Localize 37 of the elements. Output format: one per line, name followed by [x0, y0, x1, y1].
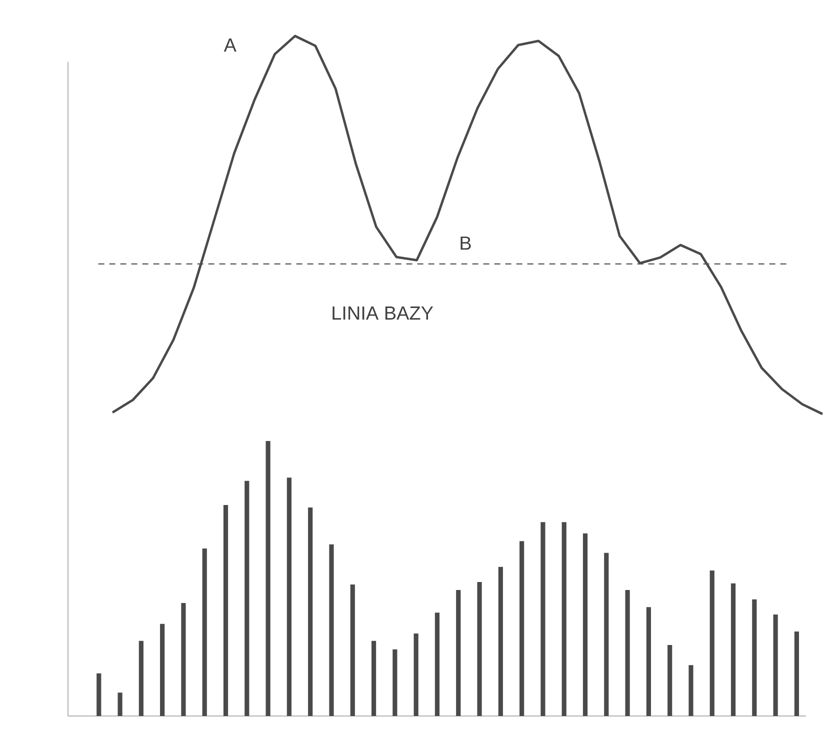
bar: [329, 544, 334, 716]
bar: [646, 607, 651, 716]
bar: [308, 508, 313, 716]
bar: [181, 602, 186, 716]
bar: [160, 624, 165, 716]
bar: [794, 632, 799, 716]
bar: [625, 590, 630, 716]
bar: [371, 640, 376, 716]
bar: [730, 583, 736, 716]
bar: [286, 478, 292, 716]
bar: [582, 533, 588, 716]
bar: [668, 645, 672, 716]
bar: [604, 552, 609, 716]
ref-line-label: LINIA BAZY: [332, 306, 434, 320]
bar: [773, 614, 778, 716]
bar: [202, 548, 207, 716]
bar: [434, 612, 440, 716]
bar: [456, 590, 461, 716]
bar: [752, 599, 757, 716]
bar: [118, 692, 122, 716]
bar: [477, 582, 482, 716]
bar: [138, 640, 144, 716]
bar: [266, 440, 270, 716]
bar: [350, 584, 355, 716]
bar: [520, 541, 524, 716]
bar: [498, 566, 503, 716]
bar: [223, 505, 228, 716]
annotation: A: [224, 38, 236, 52]
bar: [414, 633, 418, 716]
bar: [96, 673, 102, 716]
bar: [710, 570, 714, 716]
bar: [540, 522, 546, 716]
annotation: B: [460, 236, 471, 250]
bar: [244, 480, 250, 716]
bar: [392, 649, 398, 716]
bar: [562, 522, 566, 716]
bar: [688, 665, 694, 716]
